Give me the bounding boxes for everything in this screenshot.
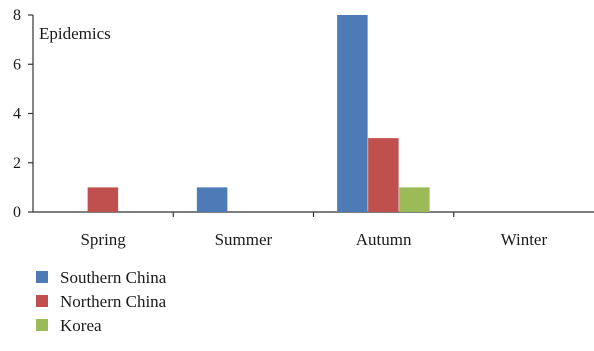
y-axis-label: Epidemics [39, 24, 111, 43]
bars [87, 15, 430, 212]
x-tick-label: Spring [80, 230, 126, 249]
y-tick-label: 6 [13, 56, 21, 73]
y-tick-label: 0 [13, 204, 21, 221]
bar-northern-china-autumn [368, 138, 399, 212]
x-tick-label: Winter [501, 230, 548, 249]
bar-korea-autumn [399, 187, 430, 212]
legend-item: Southern China [36, 268, 167, 287]
legend-swatch [36, 319, 48, 331]
x-tick-label: Summer [215, 230, 273, 249]
bar-northern-china-spring [87, 187, 119, 212]
legend-label: Northern China [60, 292, 167, 311]
legend-item: Northern China [36, 292, 167, 311]
legend: Southern China Northern China Korea [36, 268, 167, 335]
bar-southern-china-summer [196, 187, 228, 212]
legend-label: Korea [60, 316, 102, 335]
bar-southern-china-autumn [337, 15, 368, 212]
y-axis: 0 2 4 6 8 [13, 7, 34, 221]
y-tick-label: 8 [13, 7, 21, 24]
x-ticks: Spring Summer Autumn Winter [80, 212, 547, 249]
y-tick-label: 2 [13, 155, 21, 172]
legend-label: Southern China [60, 268, 167, 287]
x-axis: Spring Summer Autumn Winter [33, 211, 594, 249]
legend-swatch [36, 295, 48, 307]
y-tick-label: 4 [13, 106, 21, 123]
legend-item: Korea [36, 316, 102, 335]
y-ticks: 0 2 4 6 8 [13, 7, 33, 221]
legend-swatch [36, 271, 48, 283]
x-tick-label: Autumn [356, 230, 412, 249]
